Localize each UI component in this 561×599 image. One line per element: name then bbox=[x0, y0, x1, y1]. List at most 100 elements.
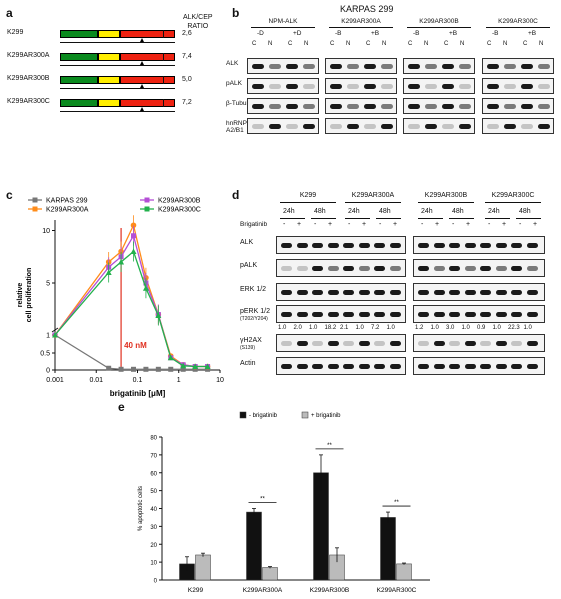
segment-green bbox=[60, 99, 98, 107]
d-blot-band bbox=[389, 266, 401, 271]
blot-band bbox=[504, 84, 516, 89]
d-blot-band bbox=[480, 364, 491, 369]
blot-strip bbox=[482, 118, 554, 134]
legend-swatch bbox=[239, 411, 247, 419]
d-blot-strip bbox=[276, 283, 406, 301]
data-point bbox=[52, 332, 58, 338]
y-tick-label: 80 bbox=[150, 436, 157, 442]
d-blot-band bbox=[327, 312, 339, 317]
blot-strip bbox=[482, 58, 554, 74]
d-blot-band bbox=[495, 290, 507, 295]
blot-strip bbox=[247, 118, 319, 134]
d-blot-band bbox=[358, 266, 370, 271]
treatment-sign: + bbox=[502, 221, 507, 228]
blot-band bbox=[269, 124, 281, 129]
d-blot-band bbox=[389, 243, 401, 248]
panel-b-label: b bbox=[232, 6, 240, 20]
d-blot-band bbox=[433, 364, 445, 369]
ic50-label: 40 nM bbox=[124, 341, 147, 350]
d-blot-band bbox=[343, 243, 354, 248]
quant-value: 18.2 bbox=[324, 325, 337, 331]
treatment-sign: + bbox=[466, 221, 471, 228]
significance-mark: ** bbox=[260, 497, 265, 503]
treatment-label: Brigatinib bbox=[240, 221, 268, 228]
treatment-sign: - bbox=[348, 221, 351, 228]
y-tick-label: 1 bbox=[46, 333, 50, 340]
blot-row-label: β-Tubulin bbox=[226, 100, 253, 107]
blot-band bbox=[442, 104, 454, 109]
time-line bbox=[516, 218, 541, 219]
d-blot-band bbox=[495, 312, 507, 317]
segment-green bbox=[60, 76, 98, 84]
data-point bbox=[131, 366, 137, 372]
blot-band bbox=[425, 124, 437, 129]
d-group-name: K299 bbox=[299, 192, 317, 199]
breakpoint-line bbox=[163, 76, 164, 84]
data-point bbox=[167, 354, 174, 361]
y-tick-label: 30 bbox=[150, 525, 157, 531]
legend-marker bbox=[32, 206, 38, 212]
y-tick-label: 20 bbox=[150, 543, 157, 549]
legend-marker bbox=[144, 206, 150, 212]
blot-band bbox=[504, 124, 516, 129]
blot-group-name: K299AR300B bbox=[419, 18, 459, 25]
d-blot-band bbox=[358, 290, 370, 295]
blot-band bbox=[487, 104, 499, 109]
d-blot-band bbox=[296, 266, 308, 271]
blot-band bbox=[538, 64, 550, 69]
d-blot-strip bbox=[413, 305, 545, 323]
scale-arrow-line bbox=[60, 42, 175, 43]
d-blot-band bbox=[433, 243, 445, 248]
d-blot-band bbox=[526, 341, 538, 346]
ratio-header: ALK/CEP RATIO bbox=[183, 14, 213, 30]
d-blot-band bbox=[526, 364, 538, 369]
condition-label: -B bbox=[335, 30, 342, 37]
time-label: 24h bbox=[421, 208, 433, 215]
d-blot-band bbox=[464, 290, 476, 295]
blot-band bbox=[538, 84, 550, 89]
blot-band bbox=[408, 84, 420, 89]
d-blot-band bbox=[296, 290, 308, 295]
scale-arrow-line bbox=[60, 88, 175, 89]
blot-band bbox=[538, 104, 550, 109]
data-point bbox=[143, 366, 149, 372]
d-blot-strip bbox=[276, 334, 406, 352]
d-blot-band bbox=[312, 364, 323, 369]
blot-band bbox=[487, 124, 499, 129]
blot-band bbox=[408, 124, 420, 129]
d-blot-band bbox=[526, 243, 538, 248]
blot-band bbox=[381, 64, 393, 69]
quant-value: 1.0 bbox=[430, 325, 439, 331]
treatment-sign: + bbox=[435, 221, 440, 228]
panel-e-label: e bbox=[118, 400, 125, 414]
segment-green bbox=[60, 30, 98, 38]
d-blot-band bbox=[327, 243, 339, 248]
d-blot-band bbox=[374, 290, 385, 295]
condition-label: -B bbox=[492, 30, 499, 37]
blot-band bbox=[408, 104, 420, 109]
blot-band bbox=[425, 84, 437, 89]
d-blot-band bbox=[449, 341, 460, 346]
d-row-sublabel: (T202/Y204) bbox=[240, 316, 268, 322]
condition-label: +D bbox=[293, 30, 302, 37]
time-line bbox=[376, 218, 401, 219]
condition-label: +B bbox=[449, 30, 458, 37]
data-point bbox=[155, 312, 162, 319]
data-point bbox=[180, 362, 187, 369]
d-blot-band bbox=[511, 290, 522, 295]
blot-band bbox=[286, 64, 298, 69]
d-row-label: pERK 1/2 bbox=[240, 308, 270, 315]
blot-strip bbox=[325, 98, 397, 114]
blot-band bbox=[364, 124, 376, 129]
breakpoint-line bbox=[163, 53, 164, 61]
x-tick-label: 0.01 bbox=[89, 377, 103, 384]
condition-label: +B bbox=[371, 30, 380, 37]
blot-band bbox=[252, 84, 264, 89]
d-blot-band bbox=[312, 341, 323, 346]
blot-band bbox=[303, 84, 315, 89]
time-line bbox=[280, 218, 305, 219]
treatment-sign: + bbox=[297, 221, 302, 228]
blot-band bbox=[381, 124, 393, 129]
quant-value: 22.3 bbox=[508, 325, 520, 331]
d-blot-band bbox=[327, 290, 339, 295]
